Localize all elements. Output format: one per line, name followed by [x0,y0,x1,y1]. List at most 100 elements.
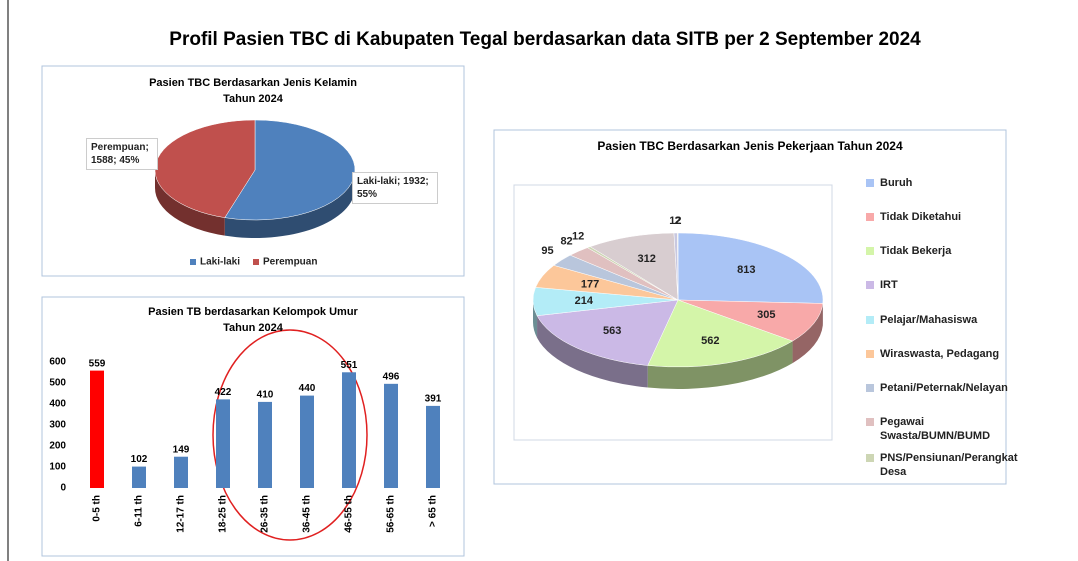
legend-item: Wiraswasta, Pedagang [866,347,1030,361]
x-tick-label: 56-65 th [386,495,397,533]
pie-side [792,303,823,364]
legend-item: Tidak Bekerja [866,244,1030,258]
data-label: 410 [257,390,274,401]
bar [426,405,440,488]
x-tick-label: 6-11 th [134,495,145,527]
y-tick-label: 500 [49,378,66,389]
data-label: 177 [581,278,599,290]
legend-label: Perempuan [263,257,317,268]
pie-slice [677,232,679,301]
legend-label: Wiraswasta, Pedagang [880,348,1000,360]
data-label: 559 [89,358,106,369]
legend-label: Pelajar/Mahasiswa [880,314,978,326]
pie-side [537,315,648,388]
x-tick-label: 18-25 th [218,495,229,533]
data-label: 12 [572,231,584,243]
plot-area [513,184,833,441]
y-tick-label: 400 [49,399,66,410]
legend-swatch [190,259,196,265]
x-tick-label: 26-35 th [260,495,271,533]
pie-slice [589,232,679,301]
legend-swatch [866,281,874,289]
legend-label: Tidak Bekerja [880,245,952,257]
y-tick-label: 0 [60,483,66,494]
pie-side [533,300,538,338]
legend-item: IRT [866,278,1030,292]
data-label: 149 [173,444,190,455]
data-label: 82 [560,235,572,247]
legend-item: Pelajar/Mahasiswa [866,313,1030,327]
chart-title: Pasien TBC Berdasarkan Jenis Pekerjaan T… [597,139,903,153]
data-label: 305 [757,309,775,321]
data-label: Laki-laki; 1932; 55% [352,172,438,204]
legend-item: Petani/Peternak/Nelayan [866,381,1030,395]
legend-swatch [866,384,874,392]
legend-item: Tidak Diketahui [866,210,1030,224]
legend-label: Tidak Diketahui [880,211,962,223]
bar [300,395,314,488]
x-tick-label: 0-5 th [92,495,103,522]
data-label: 12 [669,215,681,227]
legend-swatch [253,259,259,265]
y-tick-label: 600 [49,357,66,368]
legend-item: Pegawai Swasta/BUMN/BUMD [866,415,1030,443]
data-label: 496 [383,371,400,382]
data-label: 562 [701,335,719,347]
bar [258,401,272,488]
legend-label: IRT [880,279,898,291]
pie-slice [536,299,679,366]
legend-swatch [866,454,874,462]
data-label: 95 [541,245,553,257]
data-label: 214 [575,295,594,307]
y-tick-label: 200 [49,441,66,452]
legend-swatch [866,418,874,426]
bar [384,383,398,488]
pie-side [647,341,793,389]
chart-subtitle: Tahun 2024 [223,322,284,334]
data-label: 440 [299,383,316,394]
data-label: 551 [341,360,358,371]
bar [342,372,356,488]
panel [493,129,1007,485]
data-label: 102 [131,454,148,465]
data-label: 563 [603,325,621,337]
x-tick-label: > 65 th [428,495,439,527]
bar [90,370,104,488]
legend-label: Laki-laki [200,257,240,268]
legend-label: PNS/Pensiunan/Perangkat Desa [880,452,1018,478]
chart-title: Pasien TB berdasarkan Kelompok Umur [148,306,358,318]
chart-subtitle: Tahun 2024 [223,93,284,105]
highlight-ellipse [212,329,368,541]
legend-label: Petani/Peternak/Nelayan [880,382,1008,394]
legend-item: Buruh [866,176,1030,190]
pie-side [224,170,355,238]
panel [41,296,465,557]
panel [41,65,465,277]
data-label: 391 [425,394,442,405]
y-tick-label: 100 [49,462,66,473]
data-label: 2 [675,215,681,227]
pie-side [155,170,225,236]
bar [174,456,188,488]
legend-item: PNS/Pensiunan/Perangkat Desa [866,451,1030,479]
legend-swatch [866,316,874,324]
data-label: 422 [215,387,232,398]
pie-slice [677,299,824,342]
legend-label: Pegawai Swasta/BUMN/BUMD [880,416,991,442]
legend-swatch [866,213,874,221]
pie-slice [647,299,794,368]
y-tick-label: 300 [49,420,66,431]
pie-slice [677,232,824,304]
data-label: 312 [637,253,655,265]
data-label: Perempuan; 1588; 45% [86,138,158,170]
legend-label: Buruh [880,177,913,189]
legend-swatch [866,179,874,187]
bar [132,466,146,488]
x-tick-label: 12-17 th [176,495,187,533]
x-tick-label: 36-45 th [302,495,313,533]
chart-title: Pasien TBC Berdasarkan Jenis Kelamin [149,77,357,89]
bar [216,399,230,488]
legend-swatch [866,350,874,358]
